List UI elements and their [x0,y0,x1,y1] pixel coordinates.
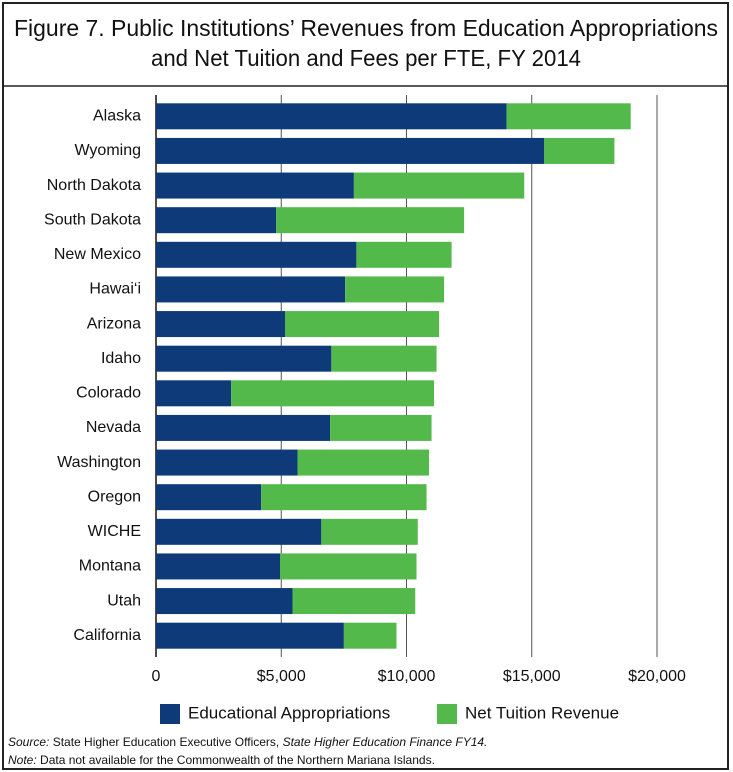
note: Source: State Higher Education Executive… [8,735,487,749]
bar-segment [156,172,354,199]
y-tick-label: Oregon [88,488,141,505]
y-tick-label: Wyoming [74,142,141,159]
bar-segment [343,622,397,649]
y-tick-label: WICHE [88,523,141,540]
bar-segment [285,311,440,338]
y-tick-label: New Mexico [54,246,141,263]
y-tick-label: Alaska [93,108,141,125]
bar-segment [156,414,331,441]
x-tick-label: $10,000 [378,668,436,685]
legend-swatch [160,704,180,724]
bar-segment [156,518,322,545]
bar-segment [156,207,277,234]
note-part: Source: [8,735,49,749]
bar-segment [506,103,631,130]
bar-segment [279,553,417,580]
bar-segment [156,553,280,580]
note: Note: Data not available for the Commonw… [8,753,435,767]
bar-segment [356,241,452,268]
bar-segment [156,449,298,476]
x-tick-label: $15,000 [503,668,561,685]
bar-segment [156,241,357,268]
y-tick-label: Arizona [87,315,141,332]
bar-segment [292,588,416,615]
y-tick-label: Montana [79,558,141,575]
y-tick-label: Hawai‘i [89,281,141,298]
x-tick-label: 0 [152,668,161,685]
y-tick-label: North Dakota [47,177,141,194]
note-part: Note: [8,753,37,767]
bar-segment [330,414,432,441]
y-tick-label: California [73,627,141,644]
bar-segment [156,588,293,615]
bar-segment [156,276,346,303]
x-tick-label: $20,000 [628,668,686,685]
bar-segment [276,207,465,234]
bar-segment [156,622,344,649]
y-tick-label: Utah [107,592,141,609]
bar-segment [321,518,418,545]
x-tick-label: $5,000 [257,668,306,685]
y-tick-label: Idaho [101,350,141,367]
y-tick-label: Washington [57,454,141,471]
legend-label: Net Tuition Revenue [465,703,619,722]
bar-segment [353,172,525,199]
y-tick-label: Colorado [76,385,141,402]
note-part: State Higher Education Finance FY14. [283,735,488,749]
legend-label: Educational Appropriations [188,703,390,722]
bar-segment [156,311,286,338]
bar-segment [345,276,445,303]
bar-segment [156,380,232,407]
chart-title: and Net Tuition and Fees per FTE, FY 201… [151,45,581,71]
bar-segment [156,103,507,130]
bar-segment [231,380,435,407]
bar-segment [156,345,332,372]
bar-segment [297,449,430,476]
chart-title: Figure 7. Public Institutions’ Revenues … [14,15,718,41]
bar-segment [544,137,615,164]
y-tick-label: Nevada [86,419,141,436]
bar-segment [156,137,545,164]
bar-segment [261,484,427,511]
y-tick-label: South Dakota [44,211,141,228]
legend-swatch [437,704,457,724]
note-part: State Higher Education Executive Officer… [49,735,282,749]
bar-segment [156,484,262,511]
bar-segment [331,345,437,372]
note-part: Data not available for the Commonwealth … [37,753,435,767]
